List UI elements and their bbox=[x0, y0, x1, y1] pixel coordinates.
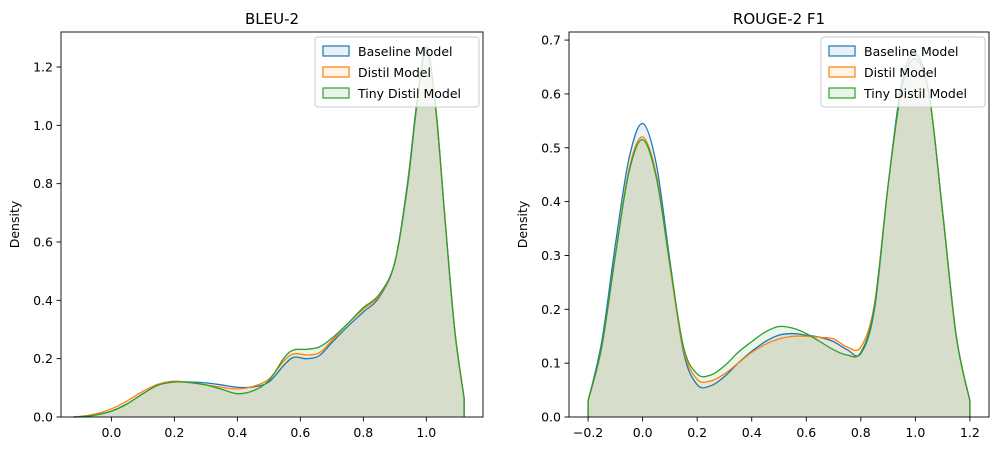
legend-swatch bbox=[828, 87, 856, 99]
chart-panel-bleu2: 0.0 0.2 0.4 0.6 0.8 1.0 0.0 0.2 0.4 0.6 0.8 1.0 1.2 B… bbox=[7, 10, 484, 440]
series-area-2 bbox=[588, 58, 970, 417]
x-tick-label: 0.4 bbox=[227, 425, 247, 440]
series-area-1 bbox=[588, 53, 970, 418]
legend-label: Tiny Distil Model bbox=[863, 86, 967, 101]
legend-swatch bbox=[322, 66, 350, 78]
legend-label: Baseline Model bbox=[864, 44, 959, 59]
chart-title: BLEU-2 bbox=[245, 10, 299, 28]
y-tick-label: 0.7 bbox=[541, 33, 561, 48]
y-axis-label: Density bbox=[515, 200, 530, 248]
x-tick-label: 0.2 bbox=[164, 425, 184, 440]
x-tick-label: 0.6 bbox=[796, 425, 816, 440]
legend-label: Distil Model bbox=[864, 65, 937, 80]
plot-frame bbox=[568, 31, 990, 418]
y-tick-label: 0.6 bbox=[541, 86, 561, 101]
series-area-1 bbox=[73, 46, 465, 417]
legend-swatch bbox=[322, 45, 350, 57]
x-tick-label: −0.2 bbox=[573, 425, 603, 440]
y-tick-label: 0.8 bbox=[33, 176, 53, 191]
x-tick-label: 0.8 bbox=[851, 425, 871, 440]
y-tick-label: 0.6 bbox=[33, 235, 53, 250]
x-tick-label: 0.6 bbox=[290, 425, 310, 440]
y-tick-label: 0.0 bbox=[33, 410, 53, 425]
x-tick-label: 1.2 bbox=[960, 425, 980, 440]
y-tick-label: 0.0 bbox=[541, 410, 561, 425]
y-tick-label: 0.1 bbox=[541, 356, 561, 371]
legend-box bbox=[820, 36, 986, 108]
legend-box bbox=[314, 36, 480, 108]
legend: Baseline Model Distil Model Tiny Distil Mo… bbox=[820, 36, 986, 108]
x-tick-label: 0.0 bbox=[101, 425, 121, 440]
legend-label: Tiny Distil Model bbox=[357, 86, 461, 101]
y-tick-label: 0.4 bbox=[541, 194, 561, 209]
series-area-2 bbox=[73, 49, 465, 417]
legend-label: Distil Model bbox=[358, 65, 431, 80]
x-tick-label: 1.0 bbox=[905, 425, 925, 440]
chart-title: ROUGE-2 F1 bbox=[733, 10, 825, 28]
y-tick-label: 0.4 bbox=[33, 293, 53, 308]
legend-swatch bbox=[828, 45, 856, 57]
y-tick-label: 0.5 bbox=[541, 140, 561, 155]
chart-panel-rouge2: −0.2 0.0 0.2 0.4 0.6 0.8 1.0 1.2 0.0 0.1 0.2 0.3 0.4… bbox=[515, 10, 990, 440]
x-tick-label: 0.2 bbox=[687, 425, 707, 440]
x-tick-label: 0.0 bbox=[633, 425, 653, 440]
series-area-3 bbox=[588, 58, 970, 417]
legend-swatch bbox=[828, 66, 856, 78]
legend-label: Baseline Model bbox=[358, 44, 453, 59]
y-tick-label: 0.3 bbox=[541, 248, 561, 263]
y-tick-label: 0.2 bbox=[33, 351, 53, 366]
y-tick-label: 0.2 bbox=[541, 302, 561, 317]
y-tick-label: 1.0 bbox=[33, 118, 53, 133]
x-tick-label: 1.0 bbox=[416, 425, 436, 440]
y-axis-label: Density bbox=[7, 200, 22, 248]
plot-frame bbox=[60, 31, 484, 418]
y-tick-label: 1.2 bbox=[33, 60, 53, 75]
legend: Baseline Model Distil Model Tiny Distil Mo… bbox=[314, 36, 480, 108]
x-tick-label: 0.4 bbox=[742, 425, 762, 440]
series-area-3 bbox=[73, 49, 465, 418]
x-tick-label: 0.8 bbox=[353, 425, 373, 440]
legend-swatch bbox=[322, 87, 350, 99]
